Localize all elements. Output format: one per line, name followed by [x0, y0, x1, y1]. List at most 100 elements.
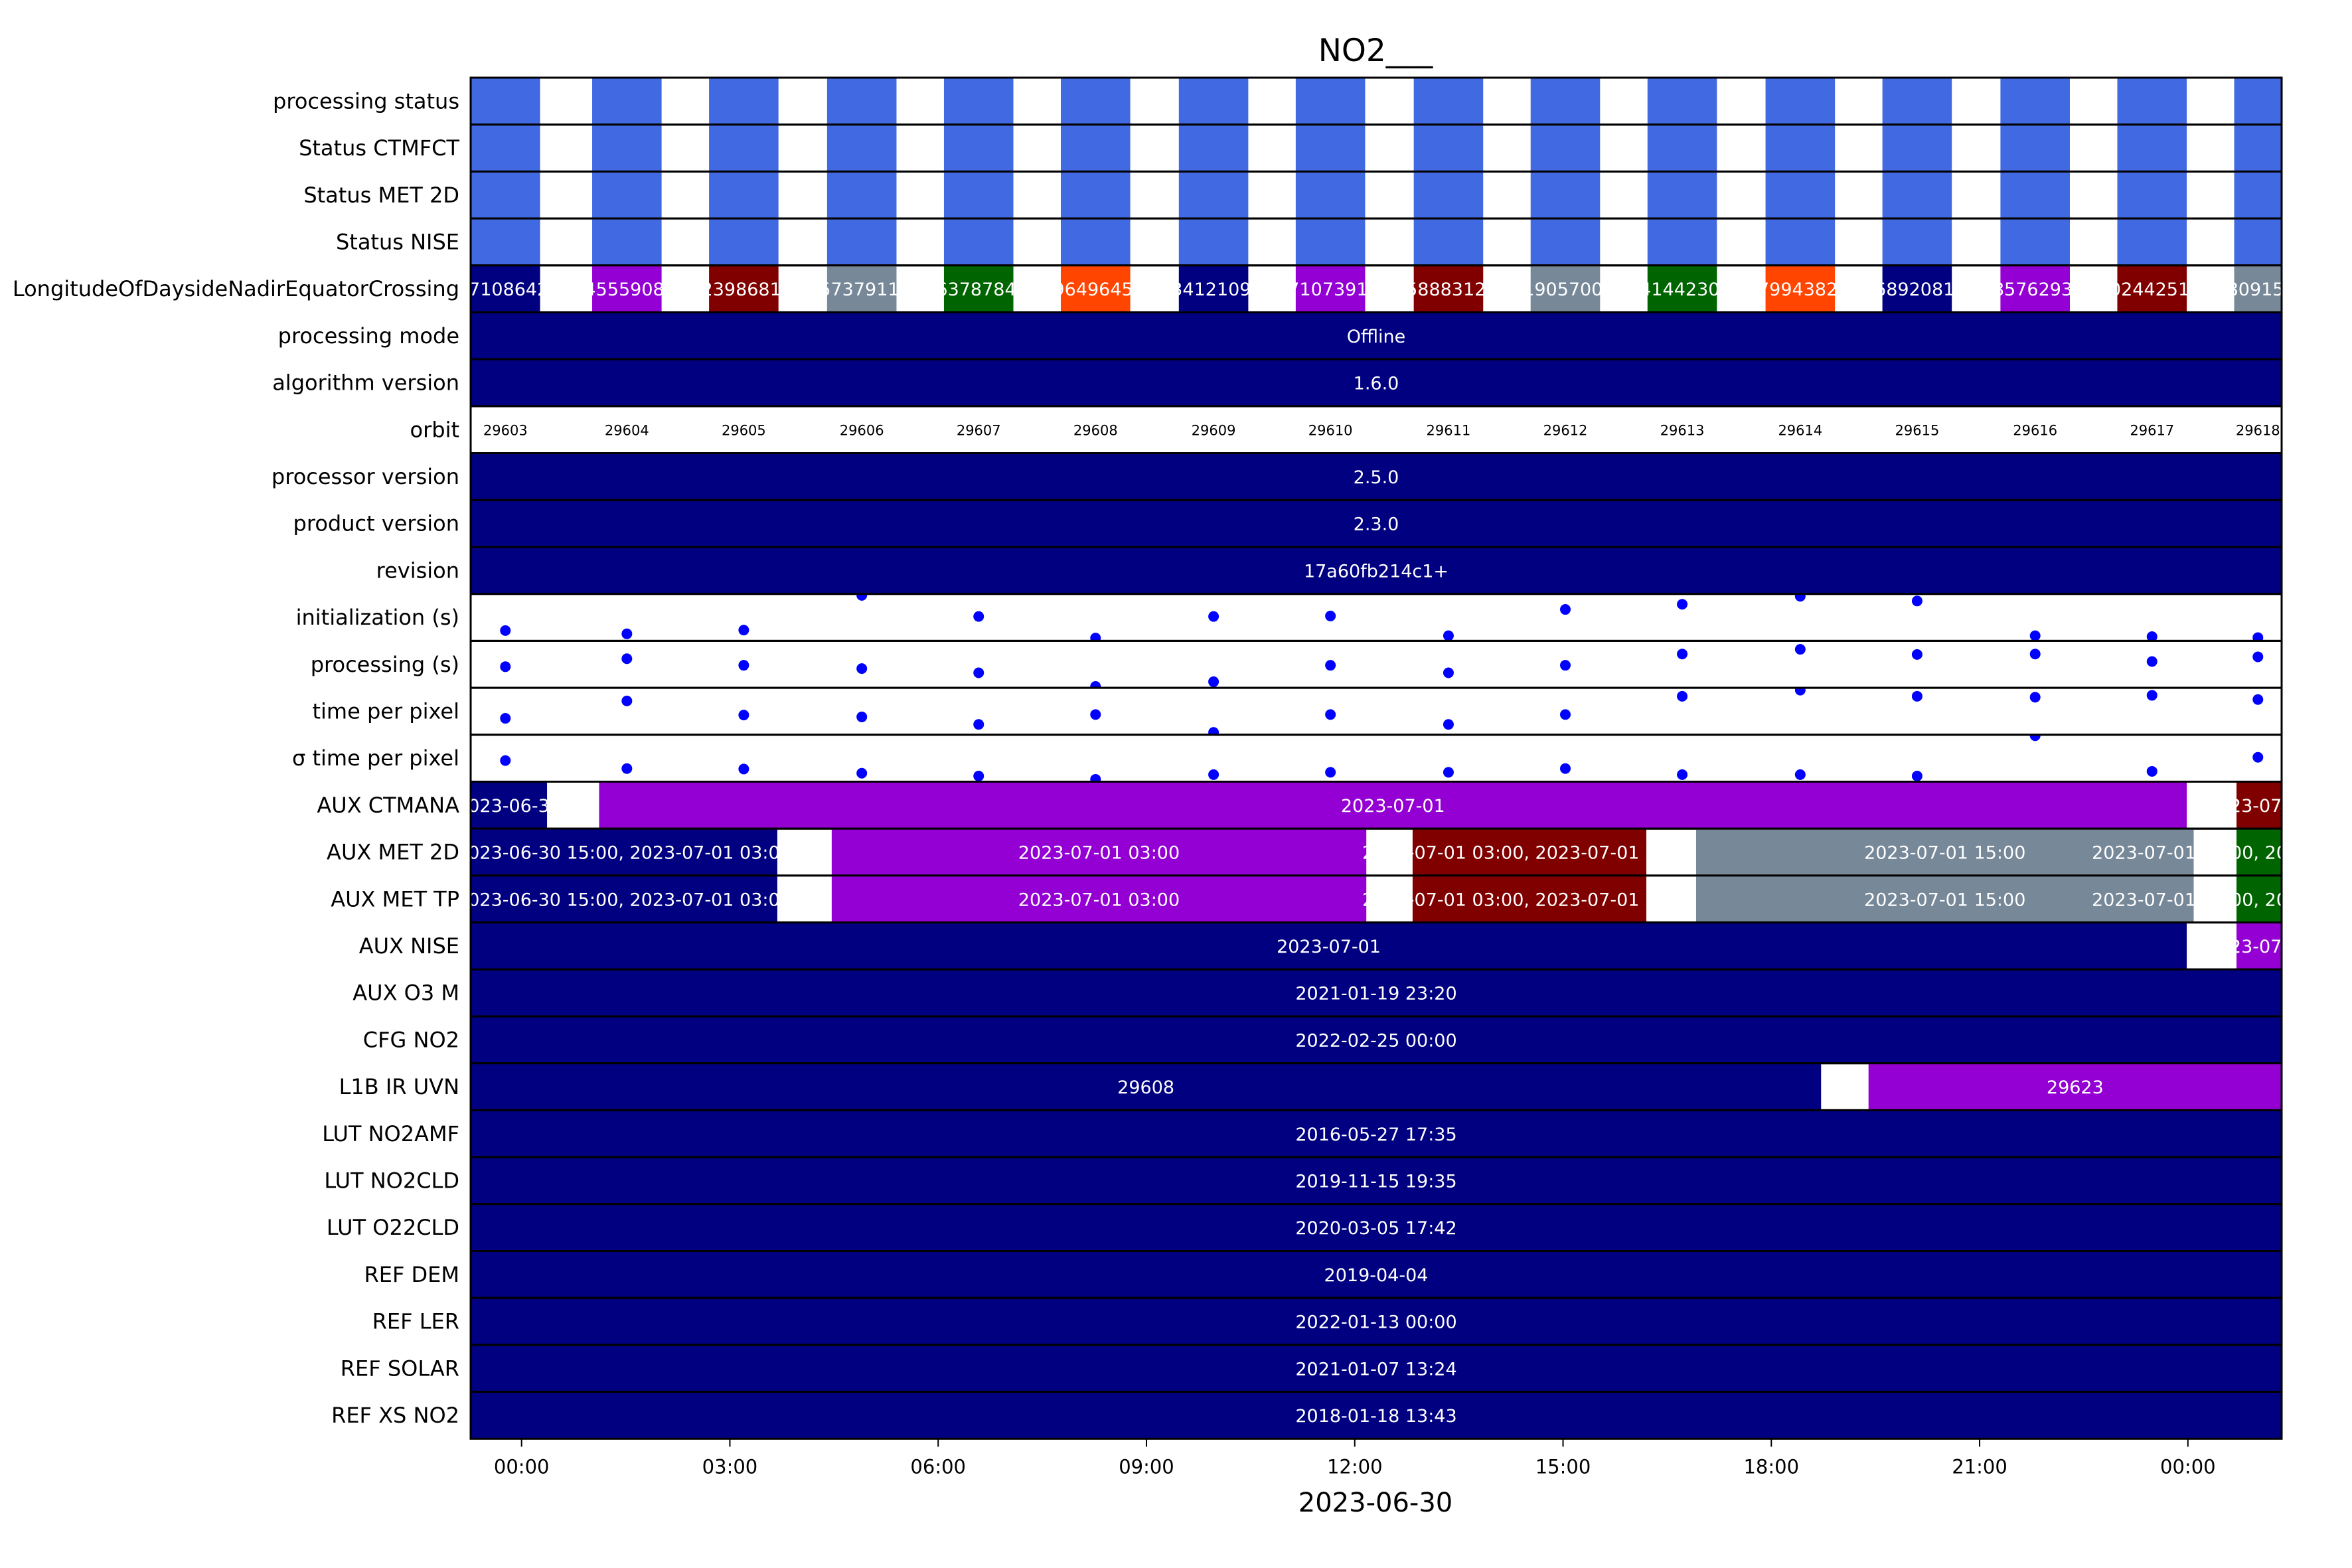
scatter-point [2146, 765, 2157, 777]
scatter-point [2146, 690, 2157, 701]
orbit-bar [943, 78, 1014, 125]
segment-bar [471, 828, 777, 876]
segment-bar [471, 1063, 1822, 1111]
orbit-bar-label: -1637878470 [918, 279, 1039, 300]
scatter-point [2146, 631, 2157, 641]
scatter-point [1677, 649, 1688, 660]
orbit-number: 29603 [483, 422, 528, 438]
orbit-bar [1530, 171, 1601, 219]
scatter-point [1325, 660, 1336, 671]
row-label: product version [293, 511, 459, 536]
scatter-point [2252, 632, 2264, 641]
scatter-point [2146, 656, 2157, 667]
orbit-bar [1647, 124, 1717, 172]
scatter-point [2029, 649, 2041, 660]
orbit-bar-label: -1455590845 [567, 279, 688, 300]
orbit-bar [1413, 218, 1484, 266]
orbit-number: 29606 [840, 422, 884, 438]
orbit-bar [592, 218, 662, 266]
orbit-bar [1413, 124, 1484, 172]
segment-label: 2016-05-27 17:35 [1295, 1125, 1456, 1145]
scatter-point [1325, 709, 1336, 720]
orbit-bar [709, 265, 779, 313]
segment-bar [471, 1391, 2282, 1439]
segment-label: 2022-02-25 00:00 [1295, 1030, 1456, 1051]
orbit-number: 29614 [1778, 422, 1822, 438]
orbit-bar-label: -1024425165 [2092, 279, 2213, 300]
orbit-number: 29613 [1660, 422, 1705, 438]
scatter-point [973, 667, 984, 678]
orbit-bar [1295, 124, 1366, 172]
scatter-point [1677, 690, 1688, 702]
row: 2019-04-04 REF DEM [364, 1250, 2283, 1299]
segment-bar [471, 547, 2282, 594]
row: 29603 29604 29605 29606 29607 29608 29609 29610… [410, 405, 2283, 455]
scatter-point [738, 660, 749, 671]
segment-bar [1868, 1063, 2282, 1111]
scatter-point [2252, 751, 2264, 763]
orbit-bar-label: -1689208150 [1857, 279, 1978, 300]
orbit-bar [1178, 78, 1249, 125]
orbit-bar [1647, 171, 1717, 219]
scatter-point [500, 713, 511, 724]
orbit-number: 29609 [1192, 422, 1236, 438]
row: 17a60fb214c1+ revision [376, 546, 2283, 595]
row-label: CFG NO2 [363, 1027, 459, 1052]
orbit-bar [1530, 124, 1601, 172]
segment-label: 29608 [1117, 1077, 1174, 1098]
scatter-point [1560, 709, 1571, 720]
orbit-bar [2234, 171, 2282, 219]
orbit-bar [1060, 265, 1131, 313]
orbit-bar [943, 124, 1014, 172]
scatter-point [1794, 593, 1806, 602]
orbit-number: 29618 [2236, 422, 2280, 438]
orbit-number: 29617 [2130, 422, 2174, 438]
orbit-bar [1882, 218, 1952, 266]
segment-bar [599, 781, 2187, 829]
segment-bar [471, 1298, 2282, 1345]
orbit-bar [2234, 265, 2282, 313]
scatter-point [1208, 769, 1219, 780]
orbit-bar [1647, 78, 1717, 125]
row: 2020-03-05 17:42 LUT O22CLD [327, 1203, 2283, 1253]
row-frame [469, 1391, 2283, 1440]
scatter-point [973, 611, 984, 622]
row-label: AUX O3 M [353, 980, 459, 1006]
x-tick-label: 21:00 [1952, 1455, 2007, 1478]
segment-bar [471, 1157, 2282, 1204]
scatter-point [2252, 651, 2264, 663]
orbit-bar-label: -1573791175 [801, 279, 922, 300]
orbit-bar-label: -171086425 [451, 279, 560, 300]
segment-label: 2023-07-01 [1341, 796, 1445, 817]
x-tick-label: 12:00 [1327, 1455, 1383, 1478]
segment-bar [2236, 922, 2282, 970]
scatter-point [1090, 773, 1101, 782]
scatter-point [1911, 771, 1922, 782]
segment-bar [471, 1251, 2282, 1298]
row: Status NISE [336, 217, 2283, 267]
segment-bar [471, 922, 2187, 970]
segment-label: 29623 [2047, 1077, 2104, 1098]
row: 29608 29623 L1B IR UVN [339, 1062, 2283, 1111]
row: Offline processing mode [278, 311, 2283, 360]
orbit-bar [471, 171, 540, 219]
segment-label: 2023-07-01 03:00, 2023-07-01 15:00 [1362, 843, 1697, 864]
orbit-bar [2000, 124, 2071, 172]
orbit-bar [2234, 218, 2282, 266]
row-label: revision [376, 558, 459, 583]
orbit-bar [709, 171, 779, 219]
scatter-point [856, 767, 868, 779]
scatter-point [1560, 604, 1571, 615]
orbit-bar [592, 265, 662, 313]
scatter-point [500, 755, 511, 766]
orbit-bar [1882, 265, 1952, 313]
row: initialization (s) [296, 593, 2283, 642]
orbit-bar [2000, 265, 2071, 313]
segment-label: 2.3.0 [1354, 514, 1399, 535]
orbit-bar [2117, 124, 2187, 172]
orbit-bar [943, 171, 1014, 219]
orbit-number: 29612 [1543, 422, 1588, 438]
row: 2016-05-27 17:35 LUT NO2AMF [322, 1109, 2283, 1158]
row-label: REF SOLAR [341, 1356, 459, 1381]
orbit-bar [2234, 124, 2282, 172]
